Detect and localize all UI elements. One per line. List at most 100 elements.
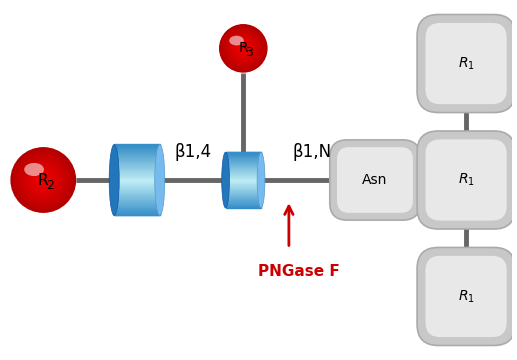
Bar	[114, 165, 160, 166]
Bar	[114, 168, 160, 169]
Bar	[225, 161, 261, 162]
Ellipse shape	[238, 43, 249, 54]
Bar	[114, 201, 160, 202]
Ellipse shape	[16, 153, 70, 207]
Bar	[114, 178, 160, 179]
Bar	[114, 195, 160, 197]
Ellipse shape	[219, 24, 268, 73]
Ellipse shape	[23, 159, 64, 201]
Bar	[114, 197, 160, 199]
Ellipse shape	[220, 24, 267, 72]
Bar	[114, 148, 160, 150]
Text: R: R	[38, 172, 49, 188]
Ellipse shape	[239, 44, 248, 53]
Ellipse shape	[232, 37, 254, 59]
Ellipse shape	[229, 36, 244, 45]
Bar	[114, 171, 160, 173]
Bar	[225, 178, 261, 179]
Bar	[114, 181, 160, 183]
Bar	[225, 179, 261, 180]
Bar	[114, 174, 160, 176]
Ellipse shape	[237, 42, 250, 55]
Bar	[225, 162, 261, 163]
Ellipse shape	[224, 29, 263, 68]
Bar	[114, 209, 160, 210]
Bar	[225, 153, 261, 154]
Ellipse shape	[28, 165, 58, 195]
Bar	[225, 170, 261, 172]
Bar	[114, 183, 160, 184]
Ellipse shape	[229, 34, 258, 63]
Bar	[225, 157, 261, 158]
Ellipse shape	[32, 168, 55, 192]
Ellipse shape	[24, 163, 44, 176]
Ellipse shape	[228, 33, 258, 63]
Ellipse shape	[19, 155, 68, 205]
Ellipse shape	[26, 163, 60, 197]
Ellipse shape	[40, 177, 47, 183]
Bar	[225, 191, 261, 193]
Bar	[225, 204, 261, 205]
Bar	[114, 194, 160, 196]
Bar	[225, 180, 261, 181]
FancyBboxPatch shape	[425, 23, 507, 104]
Bar	[225, 186, 261, 188]
Bar	[114, 163, 160, 164]
Bar	[114, 160, 160, 161]
Bar	[225, 176, 261, 177]
Bar	[225, 172, 261, 173]
Bar	[114, 173, 160, 175]
Bar	[114, 155, 160, 156]
Bar	[114, 199, 160, 201]
Bar	[114, 167, 160, 168]
Ellipse shape	[241, 46, 246, 51]
Bar	[114, 211, 160, 212]
Bar	[225, 191, 261, 192]
Bar	[114, 198, 160, 199]
Bar	[225, 154, 261, 155]
Bar	[225, 177, 261, 178]
Ellipse shape	[225, 30, 262, 67]
Bar	[225, 189, 261, 190]
Ellipse shape	[232, 37, 255, 60]
Bar	[225, 181, 261, 183]
Ellipse shape	[35, 172, 52, 188]
Bar	[225, 177, 261, 179]
Bar	[225, 161, 261, 163]
Bar	[225, 184, 261, 185]
Ellipse shape	[10, 147, 76, 213]
Bar	[225, 165, 261, 166]
Ellipse shape	[234, 39, 252, 58]
Bar	[225, 174, 261, 175]
Bar	[225, 173, 261, 175]
Bar	[114, 144, 160, 145]
Bar	[114, 200, 160, 201]
Ellipse shape	[31, 168, 56, 192]
Ellipse shape	[155, 145, 165, 215]
Bar	[225, 201, 261, 202]
Bar	[225, 159, 261, 160]
FancyBboxPatch shape	[425, 256, 507, 337]
Ellipse shape	[221, 27, 265, 70]
Bar	[114, 205, 160, 207]
Text: $R_1$: $R_1$	[458, 55, 475, 72]
Bar	[225, 202, 261, 204]
Bar	[114, 193, 160, 194]
Ellipse shape	[22, 159, 65, 201]
Ellipse shape	[29, 166, 57, 194]
Text: $R_1$: $R_1$	[458, 172, 475, 188]
Ellipse shape	[231, 36, 256, 61]
Bar	[114, 159, 160, 161]
Bar	[225, 163, 261, 164]
Bar	[114, 206, 160, 207]
Bar	[114, 162, 160, 163]
FancyBboxPatch shape	[337, 147, 413, 213]
Bar	[225, 189, 261, 190]
Bar	[114, 180, 160, 181]
Bar	[114, 158, 160, 159]
Bar	[225, 180, 261, 181]
Bar	[114, 184, 160, 185]
Bar	[225, 163, 261, 165]
Bar	[114, 207, 160, 208]
Ellipse shape	[37, 174, 50, 186]
